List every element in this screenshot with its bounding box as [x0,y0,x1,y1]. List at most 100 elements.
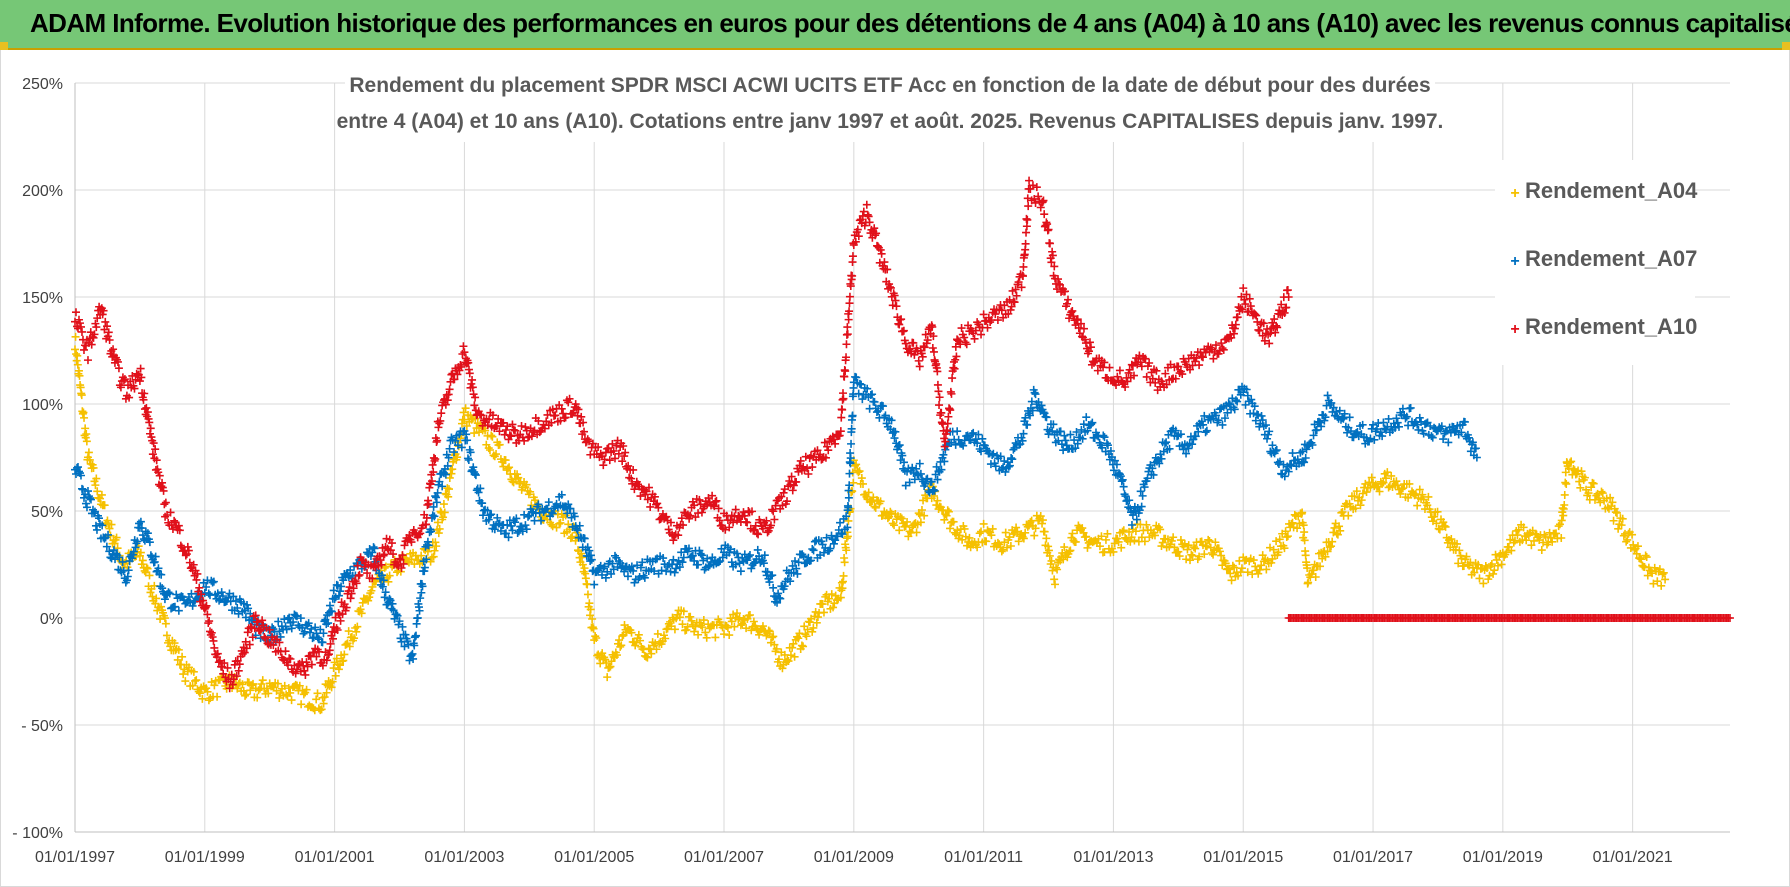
data-point [395,617,404,626]
data-point [921,479,930,488]
data-point [1180,539,1189,548]
data-point [997,547,1006,556]
data-point [508,526,517,535]
data-point [858,395,867,404]
data-point [675,613,684,622]
data-point [179,670,188,679]
data-point [1217,551,1226,560]
data-point [905,527,914,536]
data-point [1262,565,1271,574]
data-point [955,531,964,540]
data-point [1059,446,1068,455]
data-point [1117,477,1126,486]
data-point [1522,536,1531,545]
data-point [1027,397,1036,406]
data-point [1186,556,1195,565]
x-tick-label: 01/01/2019 [1463,849,1543,866]
data-point [1156,525,1165,534]
data-point [91,481,100,490]
y-tick-label: 0% [40,611,63,628]
data-point [698,623,707,632]
data-point [845,292,854,301]
data-point [592,568,601,577]
data-point [438,482,447,491]
data-point [447,469,456,478]
data-point [463,454,472,463]
data-point [916,469,925,478]
data-point [392,610,401,619]
data-point [1424,492,1433,501]
data-point [845,481,854,490]
data-point [786,651,795,660]
data-point [745,551,754,560]
data-point [802,632,811,641]
data-point [857,474,866,483]
data-point [118,557,127,566]
data-point [934,387,943,396]
data-point [154,564,163,573]
data-point [471,469,480,478]
data-point [157,570,166,579]
data-point [161,498,170,507]
data-point [123,572,132,581]
data-point [281,647,290,656]
data-point [296,614,305,623]
data-point [586,605,595,614]
data-point [1455,546,1464,555]
data-point [424,541,433,550]
data-point [841,367,850,376]
data-point [103,516,112,525]
data-point [145,571,154,580]
data-point [470,429,479,438]
data-point [312,629,321,638]
data-point [416,594,425,603]
data-point [174,645,183,654]
data-point [213,692,222,701]
data-point [915,362,924,371]
data-point [895,320,904,329]
data-point [1236,568,1245,577]
data-point [607,657,616,666]
data-point [1201,428,1210,437]
data-point [836,518,845,527]
data-point [843,330,852,339]
data-point [478,499,487,508]
data-point [678,620,687,629]
x-axis: 01/01/1997 01/01/1999 01/01/2001 01/01/2003… [35,849,1673,866]
data-point [1623,535,1632,544]
data-point [405,656,414,665]
data-point [819,548,828,557]
y-tick-label: 150% [22,290,63,307]
data-point [460,348,469,357]
data-point [1588,478,1597,487]
data-point [253,693,262,702]
data-point [1083,543,1092,552]
data-point [1040,527,1049,536]
data-point [789,639,798,648]
data-point [213,589,222,598]
data-point [773,598,782,607]
data-point [653,629,662,638]
data-point [381,588,390,597]
data-point [429,552,438,561]
data-point [384,577,393,586]
data-point [352,627,361,636]
data-point [474,488,483,497]
data-point [790,652,799,661]
data-point [204,619,213,628]
data-point [238,680,247,689]
data-point [142,403,151,412]
data-point [769,632,778,641]
data-point [831,536,840,545]
data-point [156,582,165,591]
data-point [876,497,885,506]
data-point [988,524,997,533]
data-point [1105,363,1114,372]
data-point [1044,542,1053,551]
data-point [1642,553,1651,562]
data-point [636,563,645,572]
data-point [742,624,751,633]
data-point [530,496,539,505]
data-point [325,646,334,655]
data-point [1487,560,1496,569]
